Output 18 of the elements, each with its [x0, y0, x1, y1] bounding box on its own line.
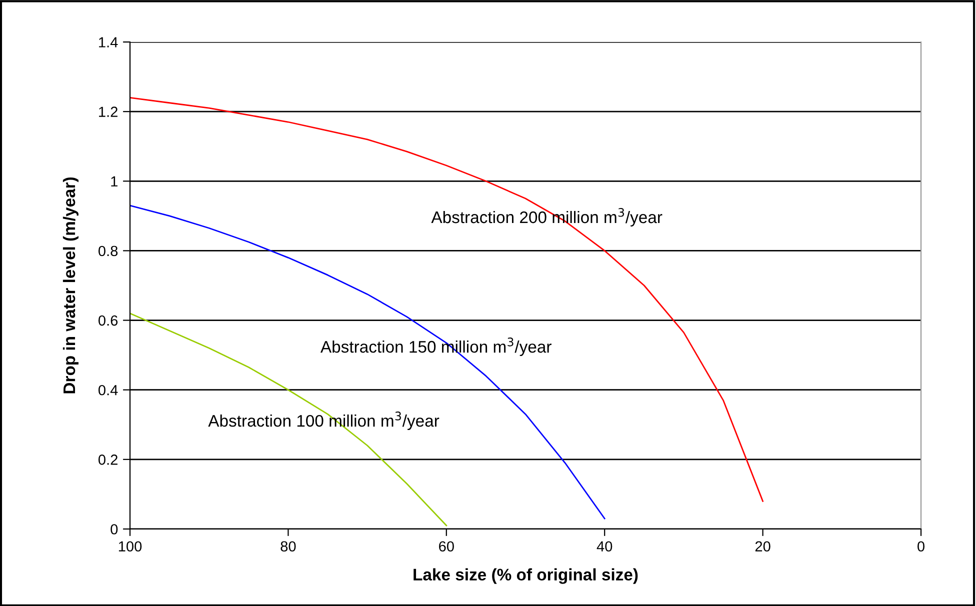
y-tick-label: 0.4 [98, 384, 118, 396]
y-tick-label: 1.2 [99, 106, 118, 117]
x-tick-label: 40 [596, 541, 612, 552]
line-series [130, 96, 764, 502]
x-tick-label: 0 [918, 541, 924, 552]
y-tick-label: 1.4 [99, 37, 118, 48]
y-tick-label: 0.2 [98, 454, 118, 465]
y-tick-label: 1 [111, 176, 118, 186]
x-tick-label: 80 [280, 541, 296, 552]
y-tick-label: 0 [110, 524, 118, 534]
line-series [130, 204, 606, 520]
y-axis-title: Drop in water level (m/year) [62, 177, 78, 394]
x-tick-label: 100 [118, 541, 142, 552]
y-tick-label: 0.8 [98, 246, 118, 256]
y-tick-label: 0.6 [98, 315, 118, 326]
x-tick-label: 20 [755, 541, 770, 552]
x-tick-label: 60 [439, 541, 454, 552]
x-axis-title: Lake size (% of original size) [414, 568, 638, 584]
